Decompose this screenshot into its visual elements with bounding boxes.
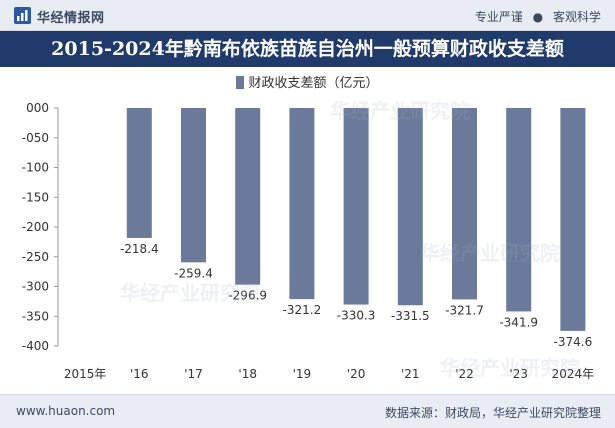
separator-dot: ● xyxy=(532,10,544,24)
x-tick-label: '16 xyxy=(130,367,149,381)
x-tick-label: '20 xyxy=(347,367,366,381)
y-tick-label: -200 xyxy=(22,220,49,234)
bar xyxy=(343,108,369,305)
site-url: www.huaon.com xyxy=(16,404,116,418)
bar xyxy=(289,108,315,300)
data-label: -259.4 xyxy=(174,266,213,280)
tag-professional: 专业严谨 xyxy=(474,10,523,24)
brand-name: 华经情报网 xyxy=(37,11,105,26)
header-tags: 专业严谨 ● 客观科学 xyxy=(475,8,601,25)
chart-area: 财政收支差额（亿元） 000 -050 -100 -150 -200 -250 -300 -3… xyxy=(0,67,615,394)
data-label: -296.9 xyxy=(228,289,267,303)
footer: www.huaon.com 数据来源：财政局，华经产业研究院整理 xyxy=(0,394,615,428)
x-tick-label: 2024年 xyxy=(552,367,595,381)
chart-logo-icon xyxy=(14,7,31,24)
bar xyxy=(506,108,532,312)
x-tick-label: '17 xyxy=(184,367,203,381)
x-tick-label: '23 xyxy=(509,367,528,381)
legend-label: 财政收支差额（亿元） xyxy=(248,76,379,91)
bar xyxy=(235,108,261,285)
bar xyxy=(181,108,206,263)
y-tick-label: -150 xyxy=(22,190,49,204)
bar xyxy=(126,108,152,238)
bar-chart: 000 -050 -100 -150 -200 -250 -300 -350 -400 2015年… xyxy=(22,101,595,381)
y-tick-label: -400 xyxy=(22,339,49,353)
y-tick-label: 000 xyxy=(26,101,49,115)
legend-swatch xyxy=(236,76,245,89)
tag-objective: 客观科学 xyxy=(552,10,601,24)
data-label: -374.6 xyxy=(554,335,593,349)
x-tick-label: 2015年 xyxy=(64,367,107,381)
data-label: -341.9 xyxy=(499,315,538,329)
top-bar: 华经情报网 专业严谨 ● 客观科学 xyxy=(0,0,615,31)
y-tick-label: -100 xyxy=(22,161,49,175)
y-tick-label: -250 xyxy=(22,250,49,264)
data-label: -330.3 xyxy=(337,309,376,323)
x-tick-label: '21 xyxy=(401,367,420,381)
bar xyxy=(560,108,586,331)
data-source: 数据来源：财政局，华经产业研究院整理 xyxy=(384,406,601,420)
y-tick-label: -300 xyxy=(22,280,49,294)
x-tick-label: '19 xyxy=(293,367,312,381)
legend: 财政收支差额（亿元） xyxy=(0,72,615,91)
y-tick-label: -350 xyxy=(22,309,49,323)
bar xyxy=(397,108,423,306)
data-label: -218.4 xyxy=(120,242,159,256)
bar xyxy=(452,108,477,300)
y-tick-label: -050 xyxy=(22,131,49,145)
data-label: -321.7 xyxy=(445,303,484,317)
title-bar: 2015-2024年黔南布依族苗族自治州一般预算财政收支差额 xyxy=(0,31,615,67)
data-label: -331.5 xyxy=(391,309,430,323)
data-label: -321.2 xyxy=(283,303,322,317)
x-tick-label: '18 xyxy=(238,367,257,381)
chart-title: 2015-2024年黔南布依族苗族自治州一般预算财政收支差额 xyxy=(51,38,564,60)
x-tick-label: '22 xyxy=(455,367,474,381)
